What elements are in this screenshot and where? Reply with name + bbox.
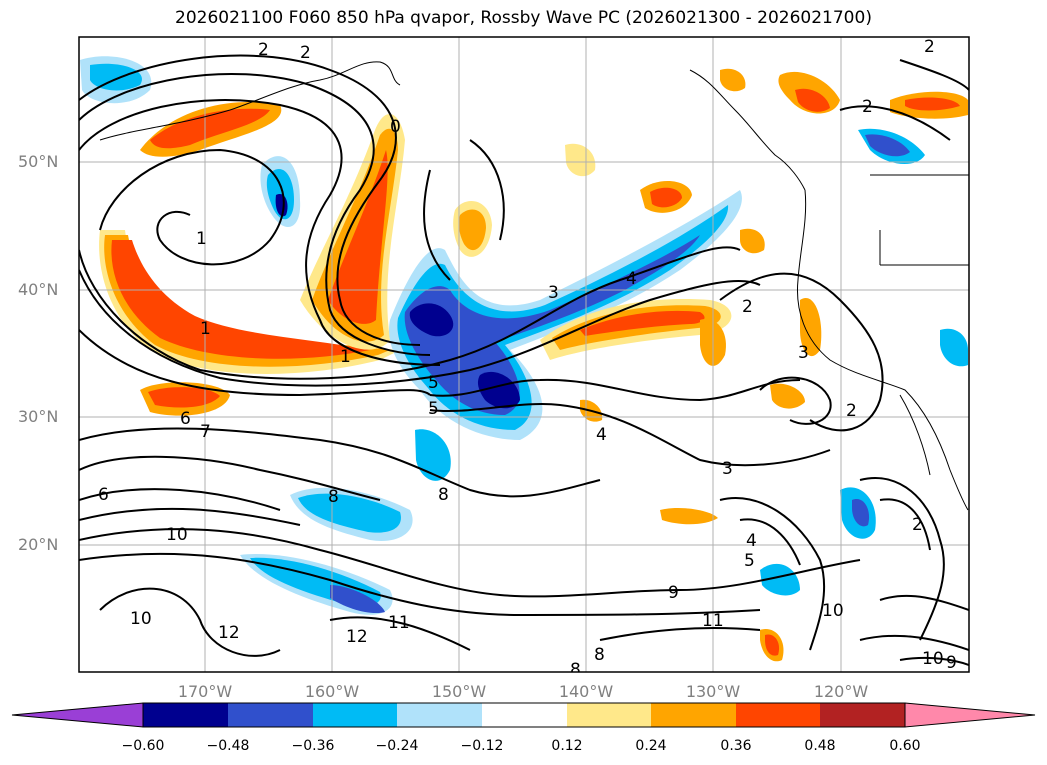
contour-label: 3: [798, 343, 809, 363]
colorbar-tick-label: 0.48: [804, 738, 836, 754]
colorbar-swatch: [820, 703, 905, 727]
contour-label: 4: [746, 531, 757, 551]
contour-label: 6: [180, 409, 191, 429]
contour-label: 9: [668, 583, 679, 603]
colorbar-swatch: [482, 703, 567, 727]
contour-label: 2: [846, 401, 857, 421]
contour-label: 1: [340, 347, 351, 367]
contour-label: 8: [570, 660, 581, 680]
gridlines: [79, 37, 969, 672]
contour-label: 8: [594, 645, 605, 665]
colorbar-tick-label: 0.36: [720, 738, 752, 754]
lon-label-160w: 160°W: [304, 682, 360, 701]
colorbar-tick-label: −0.48: [206, 738, 250, 754]
contour-label: 12: [346, 627, 368, 647]
lat-label-40n: 40°N: [18, 280, 59, 299]
colorbar-tick-label: −0.60: [121, 738, 165, 754]
contour-label: 4: [626, 269, 637, 289]
colorbar-max-extend: [904, 702, 1036, 728]
contour-label: 2: [258, 40, 269, 60]
colorbar-swatch: [313, 703, 397, 727]
colorbar-tick-label: 0.24: [635, 738, 667, 754]
colorbar-swatch: [228, 703, 313, 727]
contour-label: 10: [922, 649, 944, 669]
colorbar: [11, 702, 1036, 728]
colorbar-tick-label: −0.12: [460, 738, 504, 754]
contour-label: 1: [200, 319, 211, 339]
contour-label: 10: [822, 601, 844, 621]
contour-label: 3: [548, 283, 559, 303]
contour-label: 8: [438, 485, 449, 505]
contour-label: 10: [130, 609, 152, 629]
colorbar-swatch: [736, 703, 820, 727]
contour-label: 0: [390, 117, 401, 137]
colorbar-tick-label: 0.12: [551, 738, 583, 754]
contour-label: 5: [744, 551, 755, 571]
lon-label-140w: 140°W: [558, 682, 614, 701]
coastlines: [99, 61, 969, 511]
colorbar-swatch: [567, 703, 651, 727]
contour-lines: [79, 54, 969, 666]
contour-label: 5: [428, 373, 439, 393]
map-frame: [78, 36, 970, 673]
plot-area: 2 2 0 1 1 1 2 2 3 4 5 5 4 3 2 2 3 6 7 6 …: [79, 37, 969, 680]
contour-label: 9: [946, 653, 957, 673]
contour-label: 2: [924, 37, 935, 57]
colorbar-min-extend: [11, 702, 144, 728]
colorbar-tick-label: −0.24: [375, 738, 419, 754]
lat-label-20n: 20°N: [18, 535, 59, 554]
colorbar-outline: [142, 702, 906, 728]
contour-label-group: 2 2 0 1 1 1 2 2 3 4 5 5 4 3 2 2 3 6 7 6 …: [98, 37, 957, 680]
lon-label-120w: 120°W: [813, 682, 869, 701]
contour-label: 2: [300, 43, 311, 63]
contour-label: 11: [388, 613, 410, 633]
colorbar-tick-label: 0.60: [889, 738, 921, 754]
colorbar-swatch: [143, 703, 228, 727]
lat-label-50n: 50°N: [18, 152, 59, 171]
lon-label-130w: 130°W: [685, 682, 741, 701]
contour-label: 11: [702, 611, 724, 631]
colorbar-swatch: [397, 703, 482, 727]
lon-label-170w: 170°W: [177, 682, 233, 701]
contour-label: 8: [328, 487, 339, 507]
lon-label-150w: 150°W: [431, 682, 487, 701]
contour-label: 5: [428, 399, 439, 419]
contour-label: 2: [862, 97, 873, 117]
contour-label: 3: [722, 459, 733, 479]
shading-layer: [80, 56, 968, 662]
contour-label: 7: [200, 422, 211, 442]
contour-label: 6: [98, 485, 109, 505]
contour-label: 2: [742, 297, 753, 317]
contour-label: 1: [196, 229, 207, 249]
contour-label: 12: [218, 623, 240, 643]
contour-label: 10: [166, 525, 188, 545]
contour-label: 2: [912, 515, 923, 535]
map-title: 2026021100 F060 850 hPa qvapor, Rossby W…: [175, 8, 872, 28]
lat-label-30n: 30°N: [18, 407, 59, 426]
colorbar-tick-label: −0.36: [291, 738, 335, 754]
colorbar-swatch: [651, 703, 736, 727]
contour-label: 4: [596, 425, 607, 445]
